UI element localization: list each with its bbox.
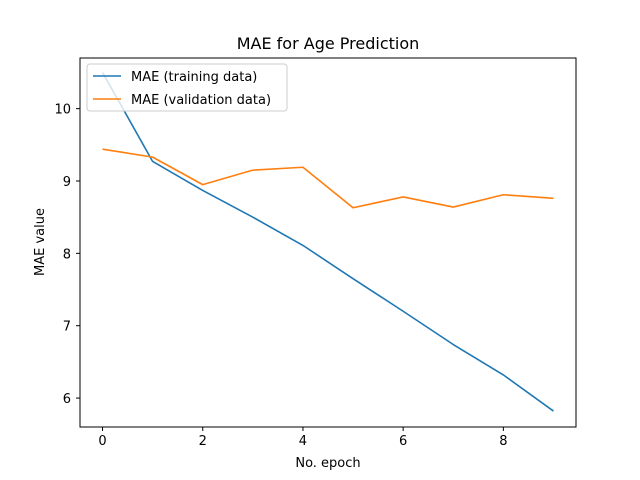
x-tick-label: 0 [98, 434, 106, 449]
plot-area-frame [79, 57, 577, 428]
chart-title: MAE for Age Prediction [237, 34, 420, 53]
y-tick-label: 6 [63, 392, 71, 407]
x-tick-label: 6 [399, 434, 407, 449]
x-axis-title: No. epoch [295, 456, 360, 471]
series-lines [101, 72, 554, 412]
series-line-training [101, 72, 554, 412]
legend-box [86, 63, 288, 112]
series-line-validation [102, 148, 554, 209]
x-tick-label: 4 [299, 434, 307, 449]
x-tick-label: 2 [199, 434, 207, 449]
y-tick-label: 9 [63, 175, 71, 190]
y-tick-label: 8 [63, 247, 71, 262]
x-tick-label: 8 [499, 434, 507, 449]
legend-label: MAE (training data) [131, 70, 257, 85]
x-axis: 0 2 4 6 8 [98, 427, 507, 449]
y-axis: 6 7 8 9 10 [54, 103, 80, 407]
y-axis-title: MAE value [33, 208, 48, 276]
y-tick-label: 7 [63, 320, 71, 335]
legend: MAE (training data) MAE (validation data) [86, 63, 288, 112]
y-tick-label: 10 [54, 103, 71, 118]
legend-label: MAE (validation data) [131, 93, 271, 108]
